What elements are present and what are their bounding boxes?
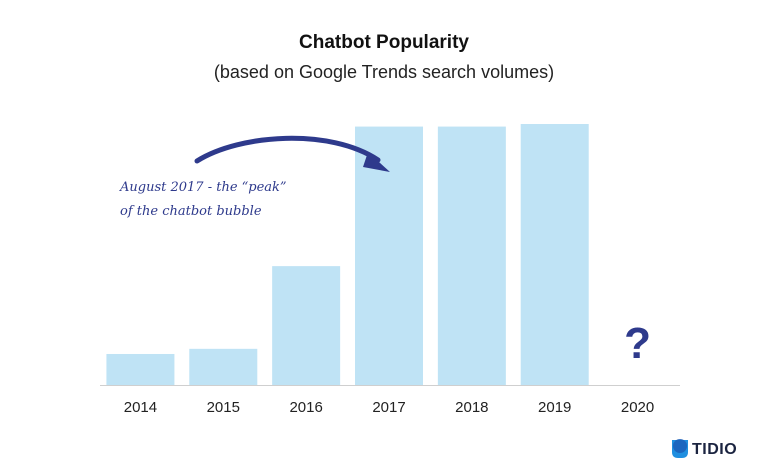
brand-logo: TIDIO (672, 439, 737, 458)
x-tick-2019: 2019 (538, 399, 571, 416)
bar-2014 (106, 353, 175, 385)
chart-title: Chatbot Popularity (299, 32, 469, 53)
annotation: August 2017 - the “peak” of the chatbot … (119, 135, 390, 219)
bars (106, 124, 589, 385)
x-tick-2015: 2015 (207, 399, 240, 416)
bar-2016 (272, 266, 341, 385)
arrow-head-icon (363, 152, 390, 172)
bar-2019 (520, 124, 589, 385)
annotation-line-2: of the chatbot bubble (120, 204, 262, 219)
x-tick-2017: 2017 (372, 399, 405, 416)
x-axis-ticks: 2014 2015 2016 2017 2018 2019 2020 (124, 399, 655, 416)
x-tick-2020: 2020 (621, 399, 654, 416)
annotation-line-1: August 2017 - the “peak” (119, 180, 287, 195)
bar-2015 (189, 348, 258, 385)
unknown-value-marker: ? (624, 319, 651, 368)
brand-name: TIDIO (692, 441, 737, 458)
x-tick-2016: 2016 (289, 399, 322, 416)
tidio-logo-icon (672, 439, 688, 458)
x-tick-2014: 2014 (124, 399, 157, 416)
bar-2018 (437, 126, 506, 385)
bar-2017 (355, 126, 423, 385)
annotation-arrow-icon (194, 135, 381, 164)
chart-subtitle: (based on Google Trends search volumes) (214, 62, 554, 82)
x-tick-2018: 2018 (455, 399, 488, 416)
